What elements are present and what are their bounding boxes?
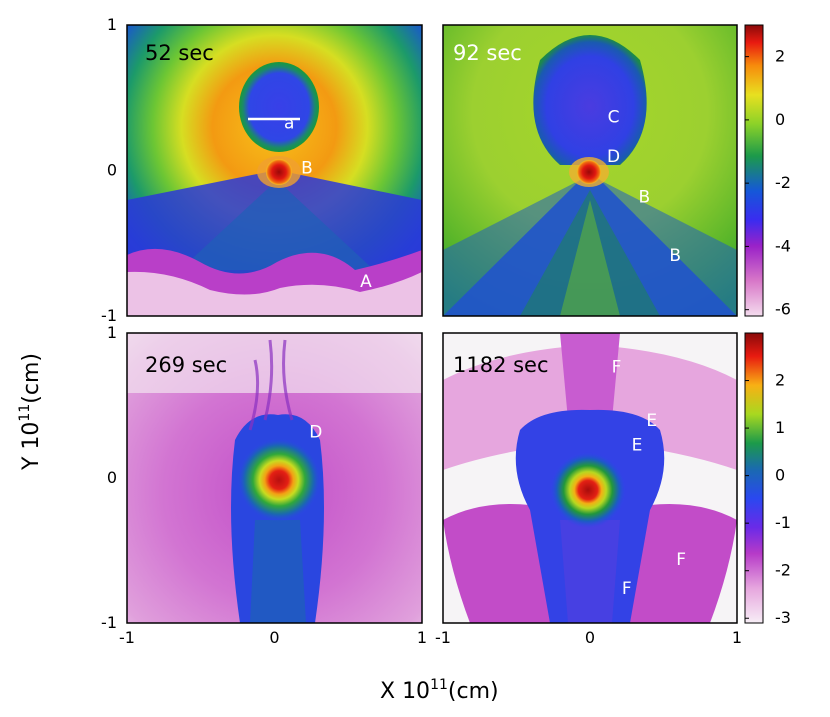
y-tick-label: -1 — [101, 613, 117, 632]
panel-frame — [442, 332, 738, 624]
x-tick-label: 0 — [585, 628, 595, 647]
panel-time-label-3: 1182 sec — [453, 353, 549, 377]
colorbar-tick-label: -2 — [775, 173, 791, 192]
panel-time-label-0: 52 sec — [145, 41, 214, 65]
x-tick-label: 0 — [269, 628, 279, 647]
annotation-label: C — [608, 108, 620, 128]
colorbar-tick-label: 1 — [775, 418, 785, 437]
panel-time-label-2: 269 sec — [145, 353, 227, 377]
colorbar-tick-label: 2 — [775, 371, 785, 390]
panel-1182-sec — [442, 332, 738, 624]
annotation-label: E — [646, 411, 657, 431]
panel-time-label-1: 92 sec — [453, 41, 522, 65]
colorbar-bottom — [744, 332, 764, 624]
x-tick-label: -1 — [435, 628, 451, 647]
annotation-label: D — [309, 423, 322, 443]
annotation-label: E — [632, 436, 643, 456]
panel-frame — [442, 24, 738, 317]
colorbar-tick-label: -1 — [775, 513, 791, 532]
annotation-label: F — [676, 550, 686, 570]
panel-269-sec — [126, 332, 423, 624]
y-tick-label: -1 — [101, 306, 117, 325]
x-axis-label: X 1011(cm) — [380, 677, 499, 704]
annotation-label: F — [622, 579, 632, 599]
colorbar-tick-label: -3 — [775, 608, 791, 627]
colorbar-tick-label: 2 — [775, 47, 785, 66]
colorbar-tick-label: 0 — [775, 110, 785, 129]
axis-ticks: 10-110-1-1 0 1 -1 0 1 — [101, 15, 742, 647]
annotation-label: A — [360, 272, 372, 292]
panel-frame — [126, 24, 423, 317]
annotation-label: B — [301, 159, 313, 179]
annotation-label: a — [284, 113, 294, 133]
annotation-label: B — [669, 246, 681, 266]
x-tick-label: 1 — [732, 628, 742, 647]
x-tick-label: -1 — [119, 628, 135, 647]
x-tick-label: 1 — [417, 628, 427, 647]
colorbar-tick-label: -4 — [775, 236, 791, 255]
colorbar-tick-label: -6 — [775, 300, 791, 319]
panel-frame — [126, 332, 423, 624]
y-tick-label: 0 — [107, 161, 117, 180]
annotation-label: B — [639, 188, 651, 208]
y-tick-label: 1 — [107, 15, 117, 34]
annotation-label: F — [612, 357, 622, 377]
colorbar-tick-label: -2 — [775, 561, 791, 580]
y-axis-label: Y 1011(cm) — [17, 353, 44, 471]
annotation-label: D — [607, 147, 620, 167]
y-tick-label: 1 — [107, 323, 117, 342]
colorbar-tick-label: 0 — [775, 466, 785, 485]
panel-52-sec — [126, 24, 423, 317]
colorbar-ticks: 2 0 -2 -4 -6 2 1 0 -1 -2 -3 — [745, 47, 791, 627]
y-tick-label: 0 — [107, 468, 117, 487]
colorbar-top — [744, 24, 764, 317]
panel-92-sec — [442, 24, 738, 317]
